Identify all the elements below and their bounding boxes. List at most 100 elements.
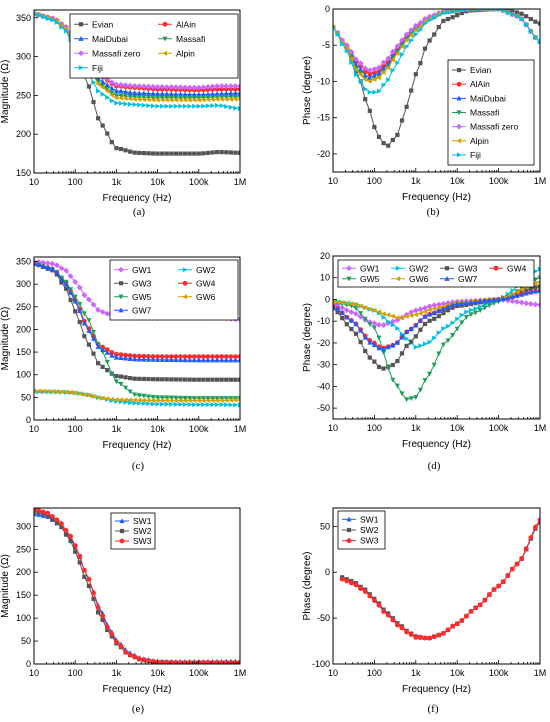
data-point bbox=[118, 374, 124, 379]
data-point bbox=[136, 656, 142, 662]
data-point bbox=[353, 72, 359, 78]
data-point bbox=[349, 580, 354, 586]
data-point bbox=[399, 625, 405, 631]
data-point bbox=[205, 150, 211, 155]
legend-box bbox=[337, 259, 535, 288]
data-point bbox=[146, 658, 151, 663]
data-point bbox=[237, 402, 240, 408]
legend-marker bbox=[444, 266, 450, 271]
legend-label: Alpin bbox=[176, 48, 195, 58]
data-point bbox=[127, 353, 133, 359]
panel-f-phase-chart: 10 100 1k 10k 100k 1M 50 0 -50 -100 Frequency (Hz)… bbox=[302, 507, 546, 715]
legend: GW1 GW2 GW3 GW4 GW5 GW6 GW7 bbox=[337, 259, 535, 288]
data-point bbox=[509, 294, 515, 299]
data-point bbox=[333, 306, 336, 311]
data-point bbox=[233, 660, 238, 664]
panel-c-magnitude-chart: 10 100 1k 10k 100k 1M 0 50 100 150 200 250 300 350 Fre… bbox=[0, 256, 246, 472]
legend-label: GW4 bbox=[507, 263, 527, 273]
legend-marker bbox=[493, 265, 499, 271]
data-point bbox=[232, 397, 238, 403]
data-point bbox=[218, 96, 224, 102]
data-point bbox=[353, 67, 359, 73]
data-point bbox=[191, 357, 197, 363]
data-point bbox=[86, 392, 92, 398]
data-point bbox=[63, 532, 69, 537]
data-point bbox=[109, 396, 114, 402]
data-point bbox=[81, 392, 87, 398]
data-point bbox=[218, 83, 225, 89]
data-point bbox=[109, 350, 115, 355]
data-point bbox=[340, 315, 345, 321]
data-point bbox=[182, 398, 188, 404]
data-point bbox=[137, 400, 142, 406]
data-point bbox=[233, 86, 238, 92]
data-point bbox=[412, 22, 419, 29]
data-point bbox=[362, 72, 368, 78]
data-point bbox=[104, 82, 110, 88]
legend-item: Evian bbox=[452, 65, 492, 75]
data-point bbox=[168, 357, 174, 363]
data-point bbox=[123, 148, 128, 153]
data-point bbox=[514, 561, 520, 567]
data-point bbox=[160, 401, 165, 407]
data-point bbox=[362, 305, 368, 311]
data-point bbox=[187, 402, 193, 408]
y-tick-label: 0 bbox=[325, 4, 330, 14]
data-point bbox=[422, 15, 428, 22]
data-point bbox=[104, 88, 110, 94]
data-point bbox=[533, 285, 538, 290]
data-point bbox=[164, 95, 170, 101]
data-point bbox=[182, 377, 188, 382]
data-point bbox=[132, 94, 138, 100]
data-point bbox=[178, 151, 183, 156]
legend-item: GW3 bbox=[440, 263, 478, 273]
x-tick-label: 10k bbox=[150, 668, 165, 678]
data-point bbox=[487, 592, 492, 597]
legend-label: GW1 bbox=[132, 265, 152, 275]
data-point bbox=[68, 533, 74, 539]
data-point bbox=[59, 524, 64, 530]
y-tick-label: 10 bbox=[320, 273, 330, 283]
data-point bbox=[122, 397, 128, 403]
data-point bbox=[173, 84, 179, 91]
data-point bbox=[394, 51, 400, 57]
data-point bbox=[164, 103, 170, 109]
data-point bbox=[459, 300, 465, 306]
data-point bbox=[524, 288, 529, 293]
data-point bbox=[371, 66, 378, 72]
data-point bbox=[376, 345, 382, 351]
data-point bbox=[232, 357, 238, 363]
data-point bbox=[100, 617, 105, 622]
data-point bbox=[173, 151, 179, 156]
data-point bbox=[196, 91, 202, 97]
data-point bbox=[441, 18, 446, 24]
data-point bbox=[228, 104, 234, 110]
data-point bbox=[123, 93, 129, 99]
data-point bbox=[177, 395, 183, 401]
legend-label: GW2 bbox=[196, 265, 216, 275]
data-point bbox=[136, 94, 142, 100]
legend-marker bbox=[78, 36, 84, 41]
data-point bbox=[44, 260, 51, 267]
data-point bbox=[372, 359, 377, 364]
data-point bbox=[200, 660, 206, 664]
data-point bbox=[224, 150, 229, 155]
data-point bbox=[196, 95, 202, 101]
legend-item: Massafi zero bbox=[452, 122, 518, 132]
data-point bbox=[445, 338, 451, 344]
data-point bbox=[486, 297, 492, 303]
data-point bbox=[150, 95, 156, 101]
data-point bbox=[381, 314, 387, 320]
data-point bbox=[404, 329, 410, 335]
data-point bbox=[372, 598, 377, 604]
data-point bbox=[371, 342, 377, 348]
legend-marker bbox=[78, 22, 84, 27]
data-point bbox=[109, 371, 115, 377]
data-point bbox=[478, 304, 483, 310]
data-point bbox=[394, 383, 400, 389]
legend-marker bbox=[456, 123, 462, 130]
data-point bbox=[155, 103, 161, 109]
data-point bbox=[427, 635, 432, 641]
x-tick-label: 10 bbox=[328, 176, 338, 186]
data-point bbox=[214, 96, 220, 102]
